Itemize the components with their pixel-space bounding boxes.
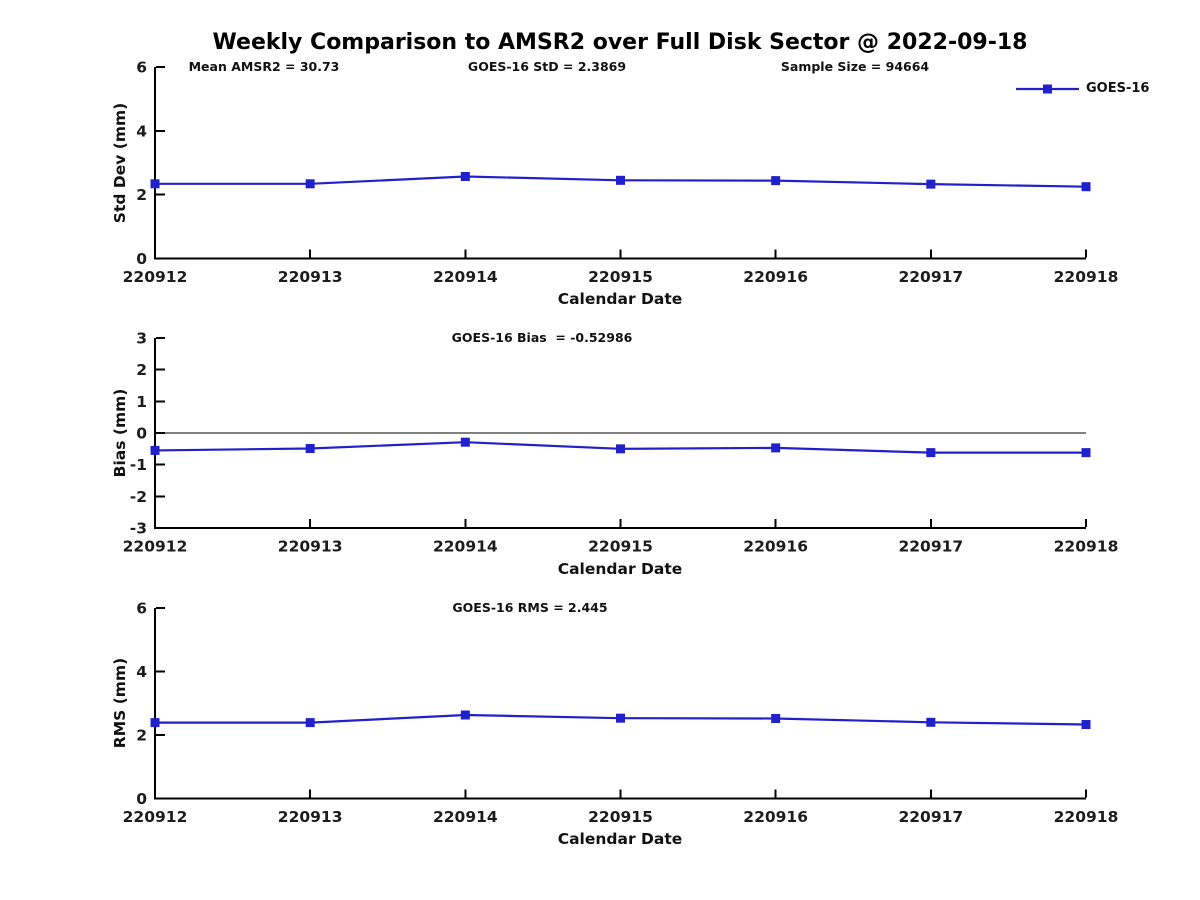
svg-text:220915: 220915 <box>588 538 653 556</box>
svg-text:-2: -2 <box>130 488 147 506</box>
svg-text:220917: 220917 <box>898 808 963 826</box>
bias-y-ticks: -3 -2 -1 0 1 2 3 <box>130 330 165 538</box>
svg-text:220912: 220912 <box>123 808 188 826</box>
svg-text:0: 0 <box>136 250 147 268</box>
svg-text:-1: -1 <box>130 456 147 474</box>
svg-text:220915: 220915 <box>588 268 653 286</box>
svg-text:6: 6 <box>136 600 147 618</box>
svg-text:220914: 220914 <box>433 808 498 826</box>
svg-text:2: 2 <box>136 186 147 204</box>
svg-text:0: 0 <box>136 425 147 443</box>
svg-text:220918: 220918 <box>1054 808 1119 826</box>
mean-amsr2-annotation: Mean AMSR2 = 30.73 <box>188 59 340 74</box>
legend-line-marker-icon <box>1016 84 1079 93</box>
bias-x-ticks: 220912 220913 220914 220915 220916 220917 2209… <box>123 519 1119 556</box>
svg-text:220918: 220918 <box>1054 538 1119 556</box>
svg-text:220913: 220913 <box>278 808 343 826</box>
svg-text:220914: 220914 <box>433 268 498 286</box>
stddev-y-ticks: 0 2 4 6 <box>136 59 165 268</box>
svg-text:220918: 220918 <box>1054 268 1119 286</box>
legend-label: GOES-16 <box>1086 81 1150 96</box>
rms-y-ticks: 0 2 4 6 <box>136 600 165 808</box>
svg-text:2: 2 <box>136 727 147 745</box>
svg-text:220913: 220913 <box>278 538 343 556</box>
svg-text:220912: 220912 <box>123 268 188 286</box>
svg-text:2: 2 <box>136 361 147 379</box>
goes16-rms-annotation: GOES-16 RMS = 2.445 <box>452 600 608 615</box>
figure-title: Weekly Comparison to AMSR2 over Full Dis… <box>212 30 1028 55</box>
stddev-series-markers <box>150 171 1091 192</box>
svg-text:220916: 220916 <box>743 808 808 826</box>
svg-text:220913: 220913 <box>278 268 343 286</box>
rms-plot: 0 2 4 6 220912 220913 220914 220915 220916 220917… <box>123 600 1119 827</box>
svg-text:220912: 220912 <box>123 538 188 556</box>
svg-text:1: 1 <box>136 393 147 411</box>
svg-text:6: 6 <box>136 59 147 77</box>
svg-text:220917: 220917 <box>898 538 963 556</box>
svg-text:4: 4 <box>136 122 147 140</box>
rms-x-ticks: 220912 220913 220914 220915 220916 220917 2209… <box>123 789 1119 826</box>
svg-text:-3: -3 <box>130 520 147 538</box>
goes16-bias-annotation: GOES-16 Bias = -0.52986 <box>451 330 633 345</box>
svg-text:3: 3 <box>136 330 147 348</box>
svg-text:220916: 220916 <box>743 538 808 556</box>
svg-text:220916: 220916 <box>743 268 808 286</box>
svg-text:0: 0 <box>136 790 147 808</box>
svg-text:220915: 220915 <box>588 808 653 826</box>
sample-size-annotation: Sample Size = 94664 <box>780 59 930 74</box>
legend: GOES-16 <box>1016 81 1149 96</box>
stddev-x-axis-label: Calendar Date <box>557 290 683 308</box>
rms-series-markers <box>150 710 1091 730</box>
stddev-plot: 0 2 4 6 220912 220913 220914 220915 220916 220917… <box>123 59 1119 287</box>
bias-series-markers <box>150 437 1091 458</box>
bias-plot: -3 -2 -1 0 1 2 3 220912 220913 220914 220915 220916… <box>123 330 1119 556</box>
svg-text:220917: 220917 <box>898 268 963 286</box>
svg-text:220914: 220914 <box>433 538 498 556</box>
bias-x-axis-label: Calendar Date <box>557 560 683 578</box>
rms-x-axis-label: Calendar Date <box>557 830 683 848</box>
stddev-x-ticks: 220912 220913 220914 220915 220916 220917 2209… <box>123 249 1119 286</box>
svg-text:4: 4 <box>136 663 147 681</box>
goes16-std-annotation: GOES-16 StD = 2.3869 <box>467 59 627 74</box>
